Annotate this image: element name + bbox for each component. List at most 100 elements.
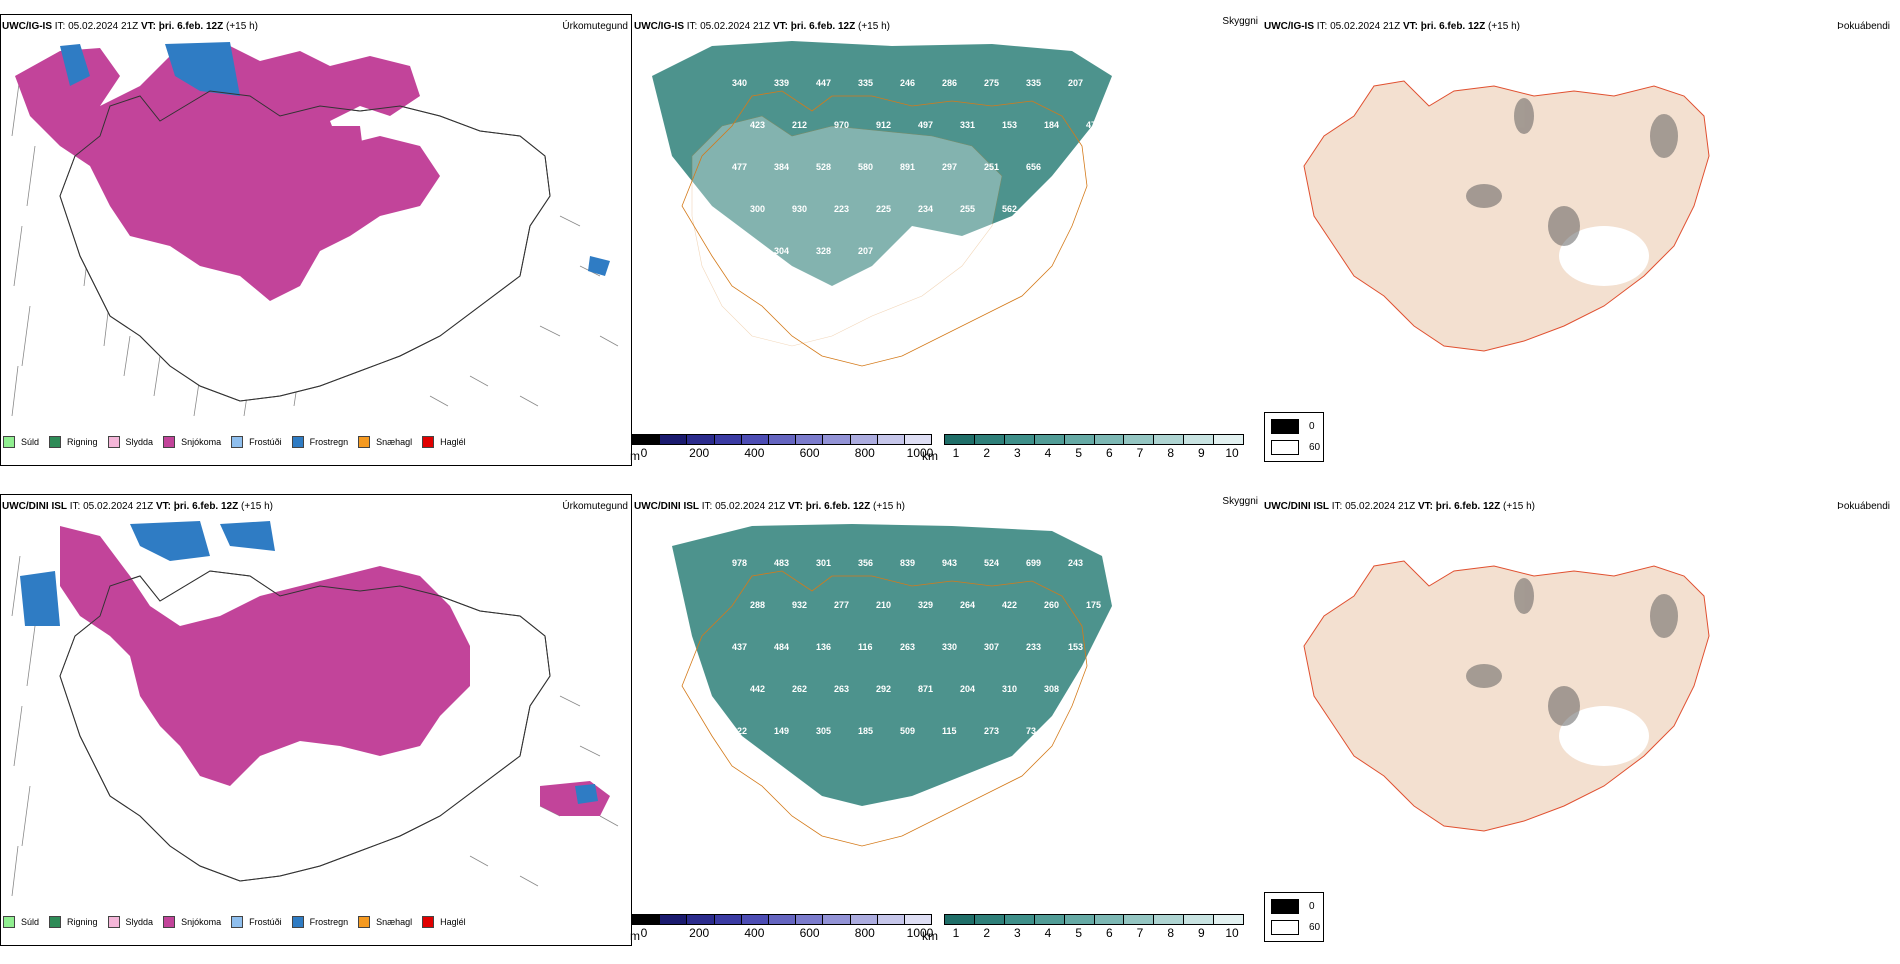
glacier: [1559, 226, 1649, 286]
colorbar-segment: [1094, 915, 1125, 924]
ceiling-value-label: 73: [1026, 726, 1036, 736]
ceiling-value-label: 356: [858, 558, 873, 568]
ceiling-value-label: 384: [774, 162, 789, 172]
fog-legend-swatch: [1271, 440, 1299, 455]
colorbar-segment: [1064, 435, 1095, 444]
legend-swatch: [107, 436, 120, 448]
ceiling-value-label: 437: [732, 642, 747, 652]
ceiling-value-label: 234: [918, 204, 933, 214]
legend-item: Slydda: [107, 436, 153, 448]
legend-swatch: [163, 916, 176, 928]
ceiling-colorbar-bar: [632, 914, 932, 925]
ceiling-value-label: 264: [960, 600, 975, 610]
ceiling-value-label: 509: [900, 726, 915, 736]
iceland-land: [1303, 80, 1710, 352]
cloud-visibility-panel: UWC/DINI ISL IT: 05.02.2024 21Z VT: þri.…: [630, 494, 1264, 964]
ceiling-value-label: 255: [960, 204, 975, 214]
ceiling-value-label: 109: [900, 246, 915, 256]
colorbar-segment: [1184, 915, 1215, 924]
colorbar-tick-label: 1: [952, 446, 960, 460]
ceiling-value-label: 331: [960, 120, 975, 130]
ceiling-value-label: 210: [876, 600, 891, 610]
colorbar-tick-label: 200: [689, 926, 710, 940]
fog-map: [1303, 80, 1710, 352]
legend-item: Snjókoma: [163, 436, 221, 448]
fog-legend-item: 60: [1271, 920, 1320, 935]
ceiling-value-label: 871: [918, 684, 933, 694]
visibility-colorbar-bar: [944, 434, 1244, 445]
legend-swatch: [49, 436, 62, 448]
fog-map: [1303, 560, 1710, 832]
colorbar-segment: [741, 915, 769, 924]
colorbar-segment: [1124, 915, 1155, 924]
ceiling-value-label: 153: [1068, 642, 1083, 652]
ceiling-value-label: 277: [834, 600, 849, 610]
legend-item: Súld: [3, 916, 39, 928]
colorbar-segment: [1214, 435, 1244, 444]
panel-header: UWC/DINI ISL IT: 05.02.2024 21Z VT: þri.…: [1264, 501, 1535, 512]
cloud-title: Skyggni: [1222, 496, 1258, 507]
colorbar-tick-label: 7: [1136, 446, 1144, 460]
legend-swatch: [3, 916, 15, 928]
visibility-colorbar-ticks: 1 2 3 4 5 6 7 8 9 10: [944, 925, 1244, 940]
ceiling-labels: 978 483 301 356 839 943 524 699 243 288 932 277 210 3…: [732, 558, 1101, 736]
colorbar-segment: [1154, 435, 1185, 444]
colorbar-segment: [1034, 435, 1065, 444]
colorbar-segment: [633, 435, 661, 444]
ceiling-value-label: 153: [1002, 120, 1017, 130]
legend-swatch: [49, 916, 62, 928]
colorbar-tick-label: 1000: [906, 446, 934, 460]
colorbar-segment: [904, 435, 932, 444]
ceiling-value-label: 483: [774, 558, 789, 568]
colorbar-tick-label: 2: [983, 446, 990, 460]
legend-item: Snæhagl: [358, 916, 412, 928]
colorbar-segment: [1184, 435, 1215, 444]
fog-legend-item: 0: [1271, 419, 1315, 434]
ceiling-value-label: 423: [750, 120, 765, 130]
colorbar-segment: [768, 915, 797, 924]
colorbar-tick-label: 5: [1075, 446, 1082, 460]
ceiling-value-label: 340: [732, 78, 747, 88]
legend-swatch: [291, 436, 304, 448]
colorbar-tick-label: 800: [854, 926, 875, 940]
legend-item: Snjókoma: [163, 916, 221, 928]
ceiling-value-label: 528: [816, 162, 831, 172]
ceiling-value-label: 528: [1086, 204, 1101, 214]
colorbar-tick-label: 10: [1225, 446, 1239, 460]
cloud-map: 978 483 301 356 839 943 524 699 243 288 932 277 210 3…: [672, 524, 1112, 847]
ceiling-value-label: 335: [1026, 78, 1041, 88]
colorbar-tick-label: 4: [1044, 446, 1052, 460]
fog-index-shading: [1466, 98, 1678, 246]
legend-swatch: [3, 436, 15, 448]
ceiling-value-label: 145: [984, 246, 999, 256]
legend-swatch: [163, 436, 176, 448]
ceiling-value-label: 207: [1068, 78, 1083, 88]
freezing-rain-areas: [60, 42, 610, 276]
panel-header: UWC/IG-IS IT: 05.02.2024 21Z VT: þri. 6.…: [1264, 21, 1520, 32]
colorbar-segment: [633, 915, 661, 924]
ceiling-unit: m: [630, 449, 640, 463]
colorbar-segment: [1124, 435, 1155, 444]
colorbar-segment: [796, 915, 824, 924]
ceiling-colorbar-ticks: 0 200 400 600 800 1000: [632, 445, 934, 460]
precip-title: Úrkomutegund: [562, 21, 628, 32]
ceiling-value-label: 932: [792, 600, 807, 610]
colorbar-segment: [974, 915, 1005, 924]
colorbar-segment: [945, 915, 975, 924]
road-network: [691, 115, 1003, 347]
ceiling-value-label: 330: [942, 642, 957, 652]
visibility-colorbar: 1 2 3 4 5 6 7 8 9 10 km: [922, 434, 1244, 463]
ceiling-value-label: 839: [900, 558, 915, 568]
colorbar-tick-label: 600: [799, 446, 820, 460]
legend-item: Haglél: [422, 916, 466, 928]
iceland-outline: [681, 570, 1088, 847]
ceiling-value-label: 233: [1026, 642, 1041, 652]
precip-legend: Súld Rigning Slydda Snjókoma Frostúði Fr…: [3, 436, 466, 448]
colorbar-tick-label: 10: [1225, 926, 1239, 940]
ceiling-labels: 340 339 447 335 246 286 275 335 207 423 212 970 912 4…: [732, 78, 1101, 298]
ceiling-value-label: 891: [900, 162, 915, 172]
colorbar-segment: [687, 435, 715, 444]
ceiling-colorbar: 0 200 400 600 800 1000 m: [630, 434, 934, 463]
ceiling-value-label: 262: [792, 684, 807, 694]
legend-swatch: [422, 436, 435, 448]
